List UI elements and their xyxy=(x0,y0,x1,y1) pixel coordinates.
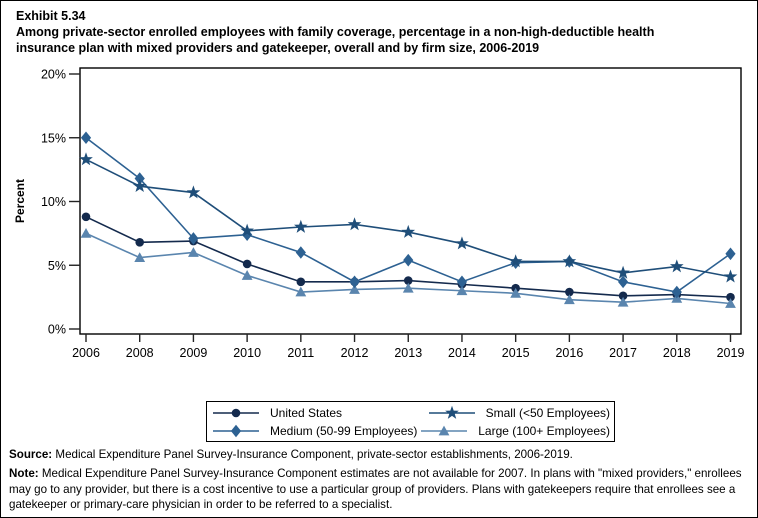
y-axis-tick-label: 15% xyxy=(41,131,66,145)
marker-triangle xyxy=(241,270,253,280)
legend-item-united-states: United States xyxy=(213,405,429,421)
footnotes: Source: Medical Expenditure Panel Survey… xyxy=(9,447,753,516)
legend-row: Medium (50-99 Employees) Large (100+ Empl… xyxy=(213,423,610,439)
legend-label: Small (<50 Employees) xyxy=(485,405,610,420)
marker-circle xyxy=(403,276,413,285)
y-axis-title: Percent xyxy=(13,179,27,223)
marker-star xyxy=(132,179,147,193)
x-axis-tick-label: 2017 xyxy=(609,346,637,360)
marker-diamond xyxy=(80,131,92,145)
marker-star xyxy=(186,185,201,199)
marker-circle xyxy=(135,238,145,247)
marker-triangle xyxy=(295,286,307,297)
marker-star xyxy=(562,254,577,268)
marker-triangle xyxy=(134,252,146,262)
marker-circle xyxy=(726,292,735,302)
plot-frame xyxy=(79,67,742,335)
marker-diamond xyxy=(295,246,306,259)
x-axis-tick-label: 2014 xyxy=(448,346,476,360)
marker-diamond xyxy=(456,275,468,289)
marker-triangle xyxy=(456,285,468,296)
marker-triangle xyxy=(617,296,629,307)
marker-triangle xyxy=(80,227,92,238)
x-axis-tick-label: 2018 xyxy=(663,346,691,360)
marker-triangle xyxy=(725,298,736,308)
legend-label: United States xyxy=(270,405,343,420)
legend-row: United States Small (<50 Employees) xyxy=(213,405,610,421)
marker-star xyxy=(669,259,684,273)
legend-item-medium-50-99-employees: Medium (50-99 Employees) xyxy=(213,423,421,439)
marker-diamond xyxy=(403,253,414,267)
legend-swatch-circle-icon xyxy=(213,408,259,417)
legend-item-large-100-employees: Large (100+ Employees) xyxy=(421,423,610,439)
line-chart: 0% 5% 10% 15% 20% Percent 2006 2008 2009 2010 2011… xyxy=(13,67,745,360)
source-note: Source: Medical Expenditure Panel Survey… xyxy=(9,447,753,463)
x-axis-tick-label: 2012 xyxy=(341,346,369,360)
marker-diamond xyxy=(188,232,199,245)
y-axis-tick-label: 0% xyxy=(48,323,66,337)
method-note: Note: Medical Expenditure Panel Survey-I… xyxy=(9,466,753,513)
exhibit-title: Among private-sector enrolled employees … xyxy=(16,25,749,56)
note-label: Note: xyxy=(9,466,39,480)
x-axis-tick-label: 2006 xyxy=(72,346,100,360)
x-axis-tick-label: 2011 xyxy=(287,346,314,360)
legend-item-small-50-employees: Small (<50 Employees) xyxy=(428,405,610,421)
legend-swatch-triangle-icon xyxy=(421,425,468,435)
marker-star xyxy=(293,219,308,233)
marker-circle xyxy=(81,212,91,222)
y-axis-tick-label: 20% xyxy=(41,68,66,82)
x-axis-tick-label: 2016 xyxy=(555,346,583,360)
marker-circle xyxy=(242,259,252,269)
marker-circle xyxy=(618,291,628,301)
marker-star xyxy=(508,254,523,268)
marker-star xyxy=(240,223,254,237)
x-axis-tick-label: 2008 xyxy=(126,346,154,360)
marker-triangle xyxy=(402,282,414,293)
legend-label: Medium (50-99 Employees) xyxy=(270,423,418,438)
marker-diamond xyxy=(349,275,360,289)
marker-star xyxy=(401,224,416,238)
legend-label: Large (100+ Employees) xyxy=(478,423,610,438)
x-axis-tick-label: 2015 xyxy=(502,346,530,360)
marker-star xyxy=(616,265,630,279)
marker-triangle xyxy=(349,284,360,294)
x-axis-tick-label: 2019 xyxy=(717,346,745,360)
marker-circle xyxy=(231,408,241,417)
x-axis-tick-label: 2010 xyxy=(233,346,261,360)
marker-star xyxy=(79,152,93,166)
title-block: Exhibit 5.34 Among private-sector enroll… xyxy=(16,8,749,56)
marker-triangle xyxy=(563,294,575,305)
legend-swatch-diamond-icon xyxy=(213,424,259,437)
legend: United States Small (<50 Employees) Medium… xyxy=(206,401,615,442)
marker-circle xyxy=(565,287,574,297)
marker-star xyxy=(723,269,738,283)
source-text: Medical Expenditure Panel Survey-Insuran… xyxy=(55,448,573,461)
note-text: Medical Expenditure Panel Survey-Insuran… xyxy=(9,466,742,512)
series-line-large-100-employees xyxy=(85,232,731,305)
y-axis-tick-label: 5% xyxy=(48,259,66,273)
marker-diamond xyxy=(134,172,145,185)
marker-diamond xyxy=(725,247,736,261)
marker-star xyxy=(347,217,362,231)
exhibit-title-line2: insurance plan with mixed providers and … xyxy=(16,40,540,55)
series-line-medium-50-99-employees xyxy=(85,137,731,293)
marker-circle xyxy=(296,277,306,287)
marker-triangle xyxy=(510,287,522,298)
marker-star xyxy=(455,236,469,250)
marker-triangle xyxy=(188,247,199,257)
marker-triangle xyxy=(438,425,450,435)
exhibit-number: Exhibit 5.34 xyxy=(16,9,86,23)
x-axis-tick-label: 2009 xyxy=(180,346,208,360)
x-axis-tick-label: 2013 xyxy=(394,346,422,360)
marker-star xyxy=(444,405,459,419)
marker-diamond xyxy=(671,285,682,299)
exhibit-title-line1: Among private-sector enrolled employees … xyxy=(16,25,655,39)
y-axis-tick-label: 10% xyxy=(41,195,66,209)
marker-diamond xyxy=(230,424,242,437)
marker-diamond xyxy=(617,275,629,289)
source-label: Source: xyxy=(9,448,53,461)
legend-swatch-star-icon xyxy=(428,405,475,419)
